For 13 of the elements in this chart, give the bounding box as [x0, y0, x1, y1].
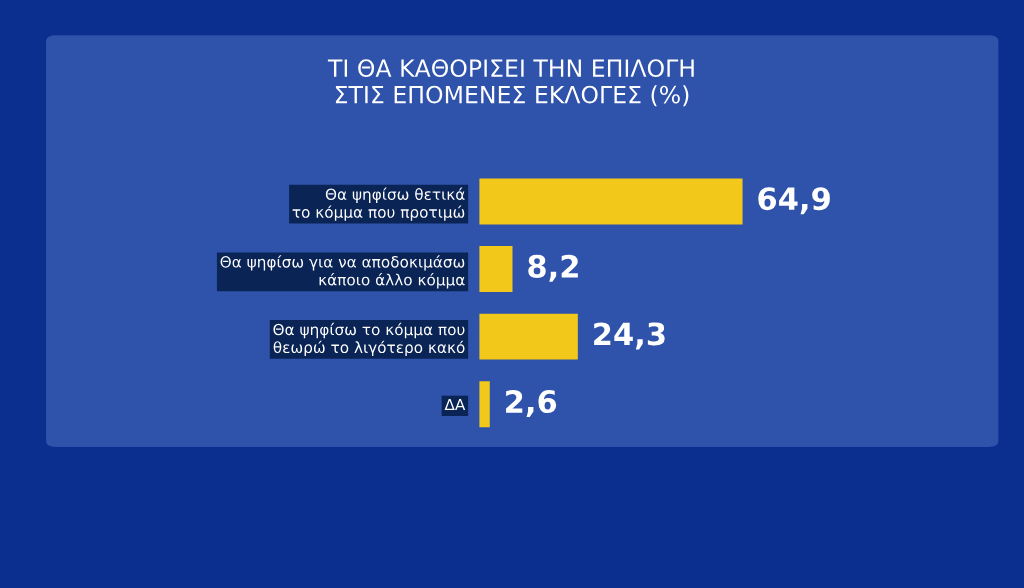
y-tick-label: Θα ψηφίσω για να αποδοκιμάσω κάποιο άλλο κόμμα — [220, 255, 465, 289]
bar — [479, 246, 513, 292]
chart-title: ΤΙ ΘΑ ΚΑΘΟΡΙΣΕΙ ΤΗΝ ΕΠΙΛΟΓΗ ΣΤΙΣ ΕΠΟΜΕΝΕΣ ΕΚΛΟΓΕΣ (%) — [327, 59, 694, 107]
data-label: 2,6 — [506, 390, 557, 418]
bar — [479, 313, 578, 360]
data-label: 24,3 — [594, 322, 665, 350]
y-tick-label: Θα ψηφίσω το κόμμα που θεωρώ το λιγότερο κακό — [273, 322, 465, 357]
data-label: 8,2 — [528, 254, 578, 282]
bar — [479, 178, 743, 225]
y-tick-label: ΔΑ — [444, 398, 466, 411]
data-label: 64,9 — [758, 187, 830, 215]
y-tick-label: Θα ψηφίσω θετικά το κόμμα που προτιμώ — [292, 187, 465, 221]
bar — [479, 381, 490, 428]
